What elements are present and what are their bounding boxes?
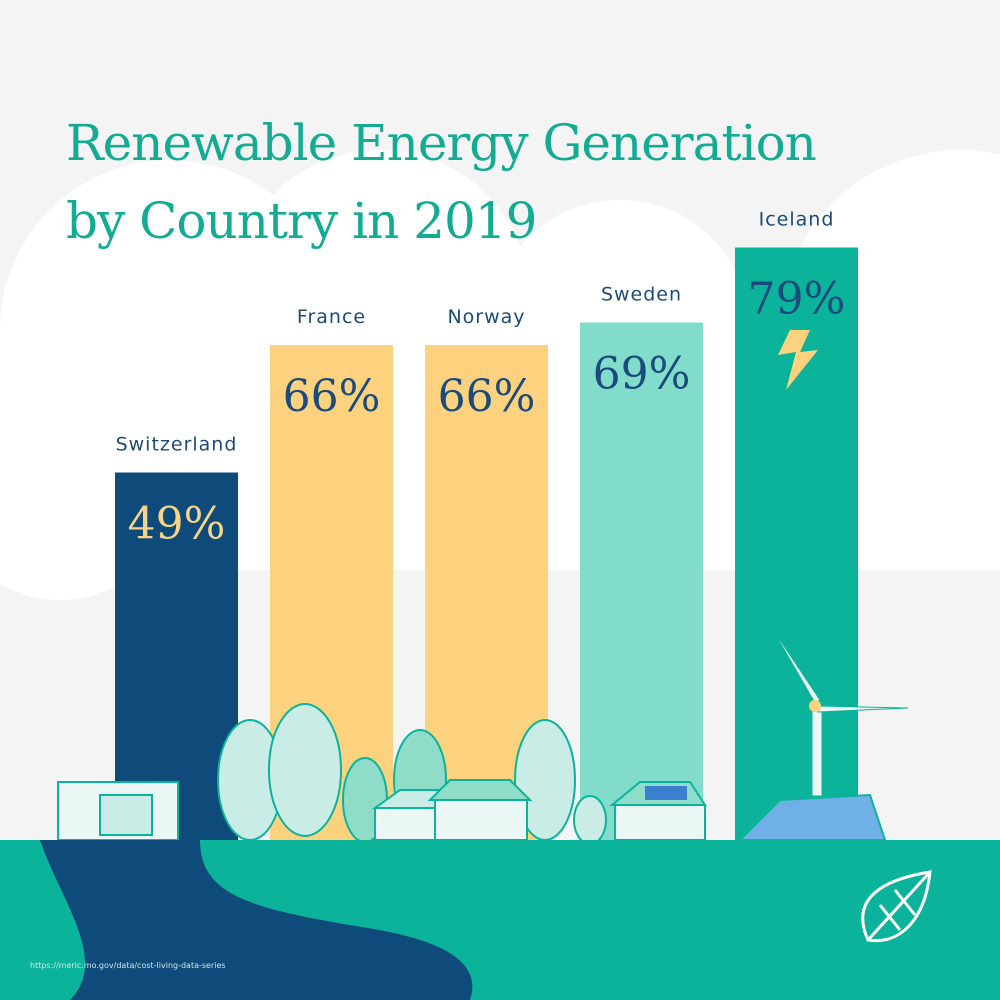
value-label: 66%: [438, 371, 536, 422]
scenery: [57, 330, 909, 845]
chart-title: Renewable Energy Generation by Country i…: [66, 114, 817, 250]
bar: [580, 322, 703, 840]
value-label: 66%: [283, 371, 381, 422]
value-label: 49%: [128, 499, 226, 550]
category-label: Sweden: [601, 284, 682, 306]
leaf-logo: [861, 870, 932, 943]
category-label: Iceland: [759, 209, 835, 231]
source: https://meric.mo.gov/data/cost-living-da…: [30, 961, 226, 970]
category-label: Switzerland: [116, 434, 238, 456]
category-label: Norway: [447, 306, 525, 328]
value-label: 69%: [593, 349, 691, 400]
category-label: France: [297, 306, 366, 328]
value-label: 79%: [748, 274, 846, 325]
bars: Switzerland 49% France 66% Norway 66% Sweden 69…: [115, 209, 858, 840]
river: [40, 840, 473, 1000]
